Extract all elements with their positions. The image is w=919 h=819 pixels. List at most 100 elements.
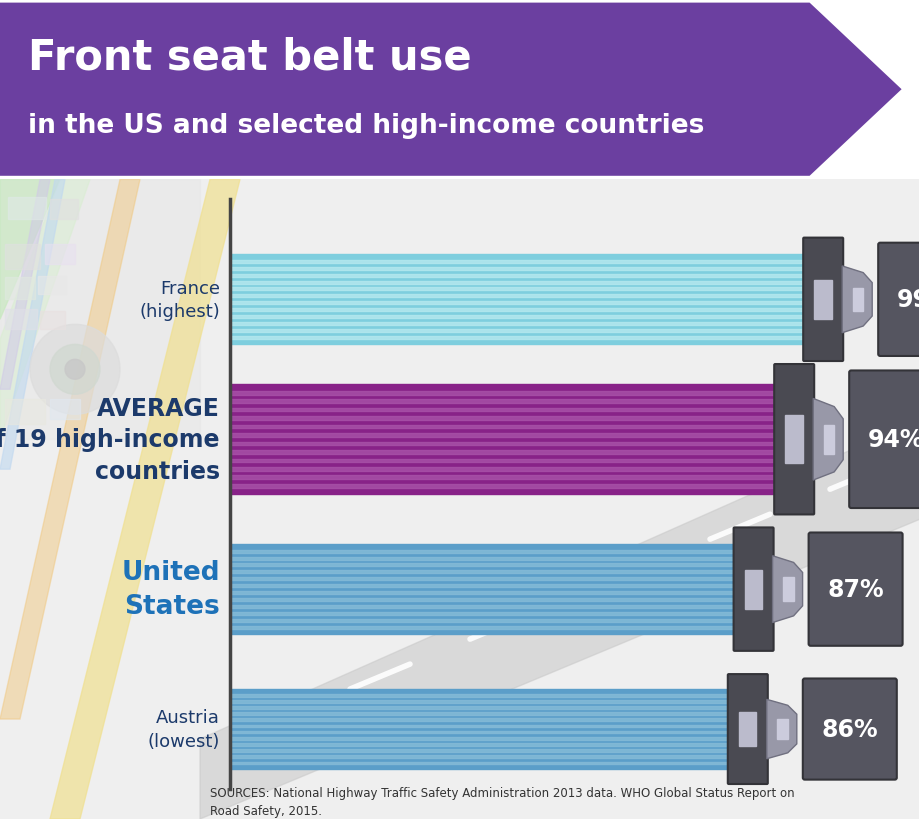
Bar — [230, 400, 775, 404]
FancyBboxPatch shape — [808, 533, 902, 646]
Bar — [5, 310, 37, 330]
Bar — [230, 385, 775, 495]
Bar — [230, 391, 775, 395]
Bar — [230, 550, 733, 553]
Polygon shape — [0, 180, 65, 469]
Bar — [0, 180, 199, 440]
Bar — [777, 719, 787, 740]
Text: SOURCES: National Highway Traffic Safety Administration 2013 data. WHO Global St: SOURCES: National Highway Traffic Safety… — [210, 785, 794, 817]
Polygon shape — [0, 180, 90, 440]
Bar — [230, 329, 803, 333]
Text: Austria
(lowest): Austria (lowest) — [147, 708, 220, 750]
Text: 99%: 99% — [896, 288, 919, 312]
Bar — [230, 737, 728, 740]
Bar — [230, 713, 728, 715]
FancyBboxPatch shape — [732, 527, 773, 651]
Bar — [230, 731, 728, 734]
Bar — [50, 200, 78, 220]
FancyBboxPatch shape — [727, 674, 767, 784]
Bar — [230, 563, 733, 567]
Bar — [230, 468, 775, 471]
Polygon shape — [772, 556, 801, 622]
FancyBboxPatch shape — [802, 238, 843, 362]
Circle shape — [30, 325, 119, 414]
Circle shape — [50, 345, 100, 395]
Bar — [230, 571, 733, 573]
Bar — [230, 274, 803, 278]
Polygon shape — [812, 399, 843, 481]
Bar — [813, 281, 831, 319]
Bar — [230, 619, 733, 622]
Polygon shape — [841, 267, 871, 333]
Bar — [230, 450, 775, 455]
Bar — [230, 337, 803, 339]
Text: 94%: 94% — [867, 428, 919, 452]
Bar — [852, 288, 862, 312]
Bar — [230, 718, 728, 722]
Bar — [230, 484, 775, 488]
Bar — [230, 255, 803, 345]
Bar — [230, 288, 803, 291]
FancyBboxPatch shape — [774, 364, 813, 515]
Bar — [744, 570, 761, 609]
Circle shape — [65, 360, 85, 380]
Polygon shape — [0, 180, 60, 320]
Bar — [230, 626, 733, 629]
Bar — [230, 433, 775, 437]
FancyBboxPatch shape — [848, 371, 919, 509]
Bar — [5, 400, 45, 425]
Bar — [50, 400, 80, 419]
Bar — [230, 409, 775, 412]
Bar — [230, 323, 803, 326]
Bar — [230, 690, 728, 769]
Polygon shape — [50, 180, 240, 819]
Polygon shape — [0, 180, 140, 719]
Bar — [782, 577, 793, 601]
Text: AVERAGE
of 19 high-income
countries: AVERAGE of 19 high-income countries — [0, 396, 220, 483]
Bar — [230, 557, 733, 560]
Bar — [230, 700, 728, 703]
Bar — [45, 245, 75, 265]
Bar — [230, 591, 733, 595]
Bar — [5, 278, 35, 300]
Text: France
(highest): France (highest) — [139, 279, 220, 321]
Text: Front seat belt use: Front seat belt use — [28, 37, 471, 79]
Bar — [230, 743, 728, 746]
Bar — [38, 277, 66, 295]
Text: 87%: 87% — [826, 577, 883, 601]
Polygon shape — [199, 419, 919, 819]
Bar — [230, 417, 775, 420]
FancyBboxPatch shape — [878, 243, 919, 356]
Polygon shape — [0, 180, 50, 390]
Bar — [230, 577, 733, 581]
Bar — [230, 725, 728, 727]
FancyBboxPatch shape — [802, 679, 896, 780]
Bar — [230, 599, 733, 601]
Bar — [230, 749, 728, 752]
Bar — [230, 476, 775, 480]
Bar — [230, 755, 728, 758]
Bar — [230, 762, 728, 764]
Text: 86%: 86% — [821, 717, 877, 741]
Bar — [230, 302, 803, 305]
Bar — [230, 425, 775, 429]
Bar — [738, 712, 755, 746]
Text: United
States: United States — [121, 559, 220, 619]
Bar — [230, 585, 733, 587]
Bar — [230, 442, 775, 446]
Bar — [230, 295, 803, 298]
Bar — [230, 706, 728, 709]
Bar — [230, 316, 803, 319]
Bar — [230, 605, 733, 609]
Bar — [230, 267, 803, 270]
Bar — [8, 198, 46, 220]
Bar — [823, 425, 834, 454]
Bar — [230, 459, 775, 463]
Bar — [230, 281, 803, 284]
Bar — [230, 309, 803, 312]
Polygon shape — [766, 699, 796, 759]
Text: in the US and selected high-income countries: in the US and selected high-income count… — [28, 113, 703, 139]
Bar — [230, 612, 733, 615]
Bar — [785, 416, 801, 464]
Bar — [230, 260, 803, 264]
